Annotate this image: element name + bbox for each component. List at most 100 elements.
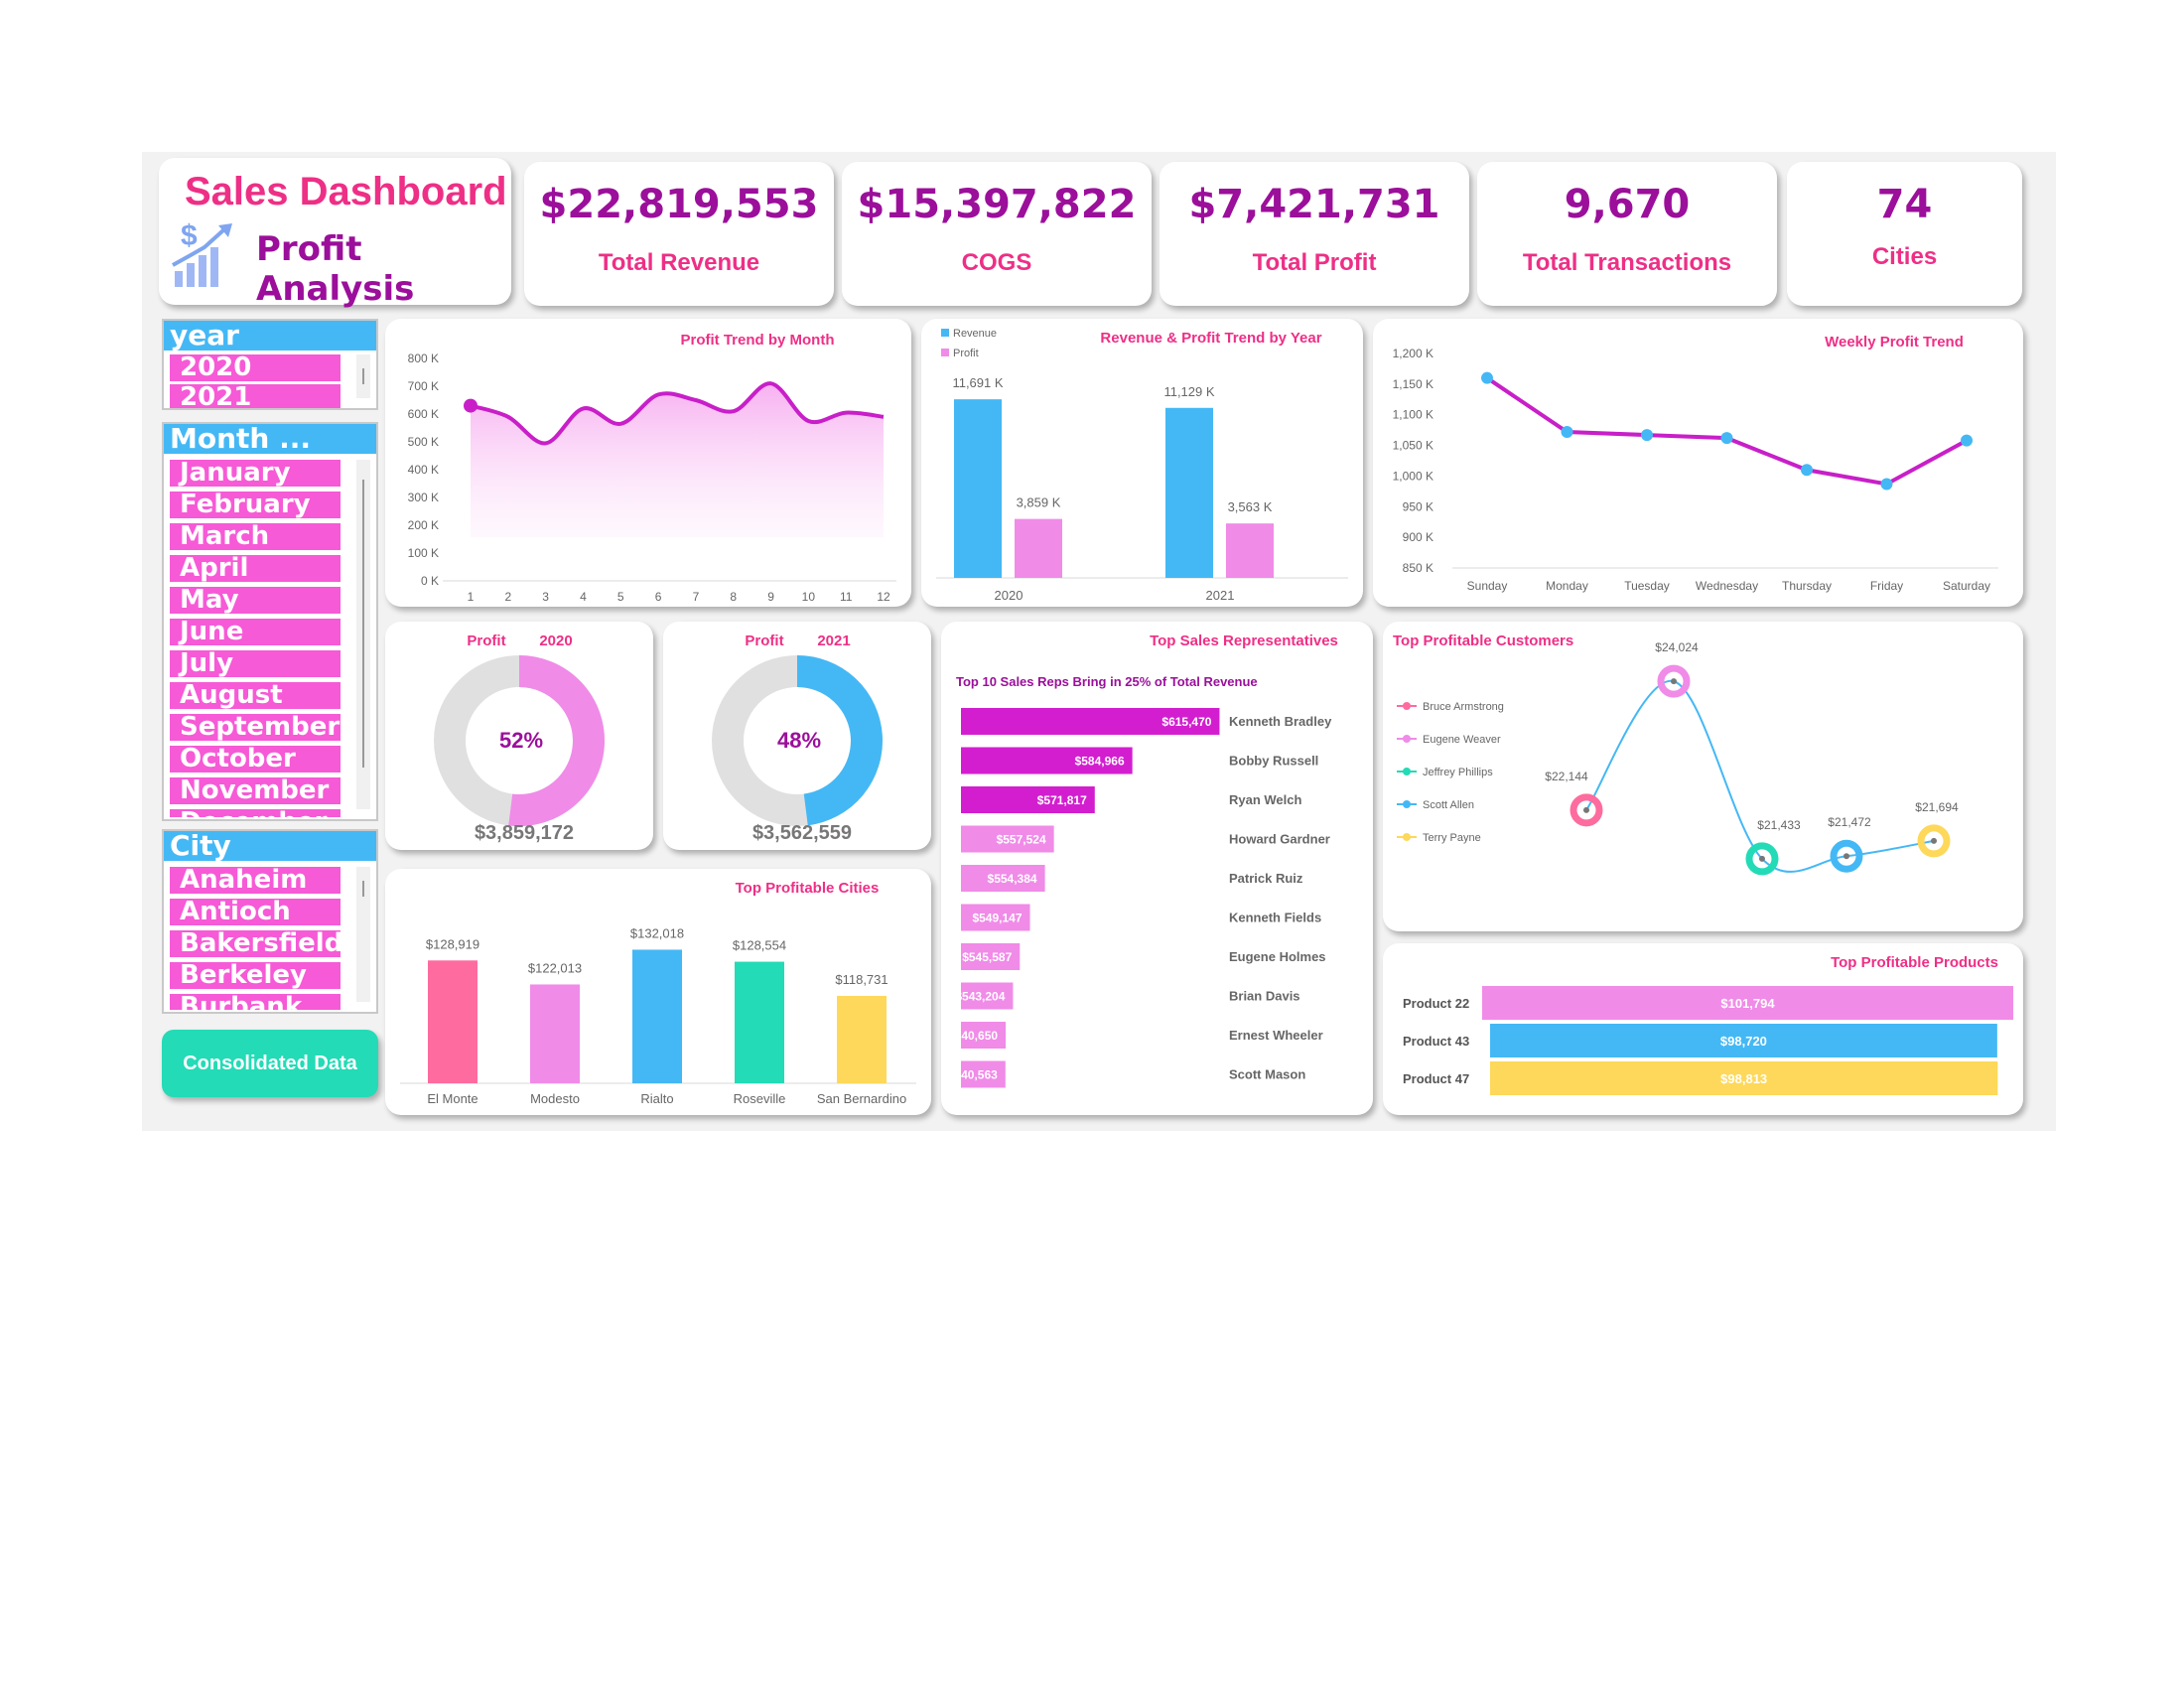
rev-profit-year-card: Revenue & Profit Trend by Year Revenue Pro… (921, 319, 1363, 607)
bar-data-label: $128,919 (426, 936, 479, 951)
slicer-item-anaheim[interactable]: Anaheim (170, 867, 341, 894)
bar-data-label: $543,204 (955, 990, 1005, 1004)
rep-name-label: Ernest Wheeler (1229, 1028, 1323, 1043)
bar (961, 825, 1054, 853)
bar-data-label: $549,147 (972, 912, 1022, 925)
bar (1490, 1061, 1998, 1095)
bar-data-label: $557,524 (997, 833, 1046, 847)
rep-name-label: Kenneth Bradley (1229, 714, 1332, 729)
consolidated-data-button[interactable]: Consolidated Data (162, 1030, 378, 1097)
x-tick-label: 4 (580, 590, 587, 604)
rep-name-label: Brian Davis (1229, 989, 1300, 1004)
bar-data-label: $545,587 (962, 950, 1012, 964)
kpi-total-transactions: 9,670 Total Transactions (1477, 162, 1777, 306)
legend-marker (1403, 768, 1411, 775)
slicer-item-august[interactable]: August (170, 682, 341, 709)
x-tick-label: 2021 (1206, 588, 1235, 603)
top-products-chart: Top Profitable Products $101,794 Product 2… (1403, 954, 2013, 1095)
profit-trend-month-card: Profit Trend by Month 0 K 100 K 200 K 300 K 4… (385, 319, 911, 607)
legend-label: Scott Allen (1423, 799, 1474, 811)
slicer-item-september[interactable]: September (170, 714, 341, 741)
y-tick-label: 500 K (408, 435, 439, 449)
bar (961, 708, 1220, 735)
kpi-value: 74 (1876, 182, 1933, 227)
data-point-dot (1583, 806, 1589, 813)
bar-data-label: $128,554 (733, 938, 786, 953)
slicer-scrollbar[interactable] (356, 460, 370, 809)
kpi-cities: 74 Cities (1787, 162, 2022, 306)
bar-profit (1015, 518, 1062, 578)
rev-profit-year-chart: Revenue & Profit Trend by Year Revenue Pro… (936, 328, 1348, 603)
bar-data-label: $615,470 (1161, 715, 1211, 729)
y-tick-label: 800 K (408, 352, 439, 365)
svg-text:$: $ (181, 219, 198, 252)
legend-swatch-revenue (941, 329, 949, 337)
data-point-ring (1830, 839, 1863, 873)
donut-center-label: 48% (777, 728, 821, 753)
year-slicer[interactable]: year 2020 2021 (162, 319, 378, 410)
top-customers-card: Top Profitable Customers Bruce Armstrong E… (1383, 622, 2023, 931)
bar-data-label: $98,813 (1720, 1071, 1767, 1086)
data-point (1561, 425, 1573, 438)
profit-2021-card: Profit 2021 48% $3,562,559 (663, 622, 931, 850)
x-tick-label: Sunday (1467, 579, 1508, 593)
slicer-item-2021[interactable]: 2021 (170, 384, 341, 408)
slicer-item-july[interactable]: July (170, 650, 341, 677)
kpi-label: Total Transactions (1522, 249, 1732, 276)
data-point (1481, 371, 1493, 384)
month-slicer[interactable]: Month ... January February March April M… (162, 422, 378, 821)
data-point-dot (1759, 855, 1765, 862)
dashboard: Sales Dashboard $ Profit Analysis $22,81… (142, 152, 2056, 1131)
title-card: Sales Dashboard $ Profit Analysis (159, 158, 511, 309)
slicer-item-december[interactable]: December (170, 809, 341, 817)
chart-title: Top Profitable Cities (736, 880, 880, 897)
slicer-item-june[interactable]: June (170, 619, 341, 645)
top-reps-card: Top Sales Representatives Top 10 Sales Re… (941, 622, 1373, 1115)
chart-subtitle: Top 10 Sales Reps Bring in 25% of Total … (956, 674, 1258, 689)
slicer-item-april[interactable]: April (170, 555, 341, 582)
top-cities-chart: Top Profitable Cities $128,919 El Monte $12… (400, 880, 916, 1106)
kpi-value: $7,421,731 (1188, 182, 1440, 227)
bar-data-label: $122,013 (528, 960, 582, 975)
slicer-item-antioch[interactable]: Antioch (170, 899, 341, 925)
slicer-item-march[interactable]: March (170, 523, 341, 550)
bar-data-label: $101,794 (1720, 996, 1775, 1011)
kpi-total-revenue: $22,819,553 Total Revenue (524, 162, 834, 306)
chart-growth-dollar-icon: $ (172, 219, 232, 287)
y-tick-label: 850 K (1403, 561, 1433, 575)
bar-data-label: 3,859 K (1017, 495, 1061, 510)
legend-label: Bruce Armstrong (1423, 701, 1504, 713)
slicer-scrollbar[interactable] (356, 867, 370, 1002)
kpi-total-profit: $7,421,731 Total Profit (1160, 162, 1469, 306)
legend-swatch-profit (941, 349, 949, 356)
slicer-item-burbank[interactable]: Burbank (170, 994, 341, 1010)
x-tick-label: Tuesday (1624, 579, 1670, 593)
slicer-item-november[interactable]: November (170, 777, 341, 804)
rep-name-label: Ryan Welch (1229, 792, 1302, 807)
donut-slice (508, 655, 605, 826)
slicer-item-bakersfield[interactable]: Bakersfield (170, 930, 341, 957)
x-tick-label: Monday (1546, 579, 1588, 593)
legend-marker (1403, 833, 1411, 841)
y-tick-label: 1,150 K (1393, 377, 1433, 391)
slicer-item-october[interactable]: October (170, 746, 341, 773)
city-slicer[interactable]: City Anaheim Antioch Bakersfield Berkele… (162, 829, 378, 1014)
slicer-item-january[interactable]: January (170, 460, 341, 487)
x-tick-label: Modesto (530, 1091, 580, 1106)
kpi-label: Cities (1871, 243, 1938, 270)
x-tick-label: 10 (802, 590, 816, 604)
legend-label: Jeffrey Phillips (1423, 767, 1493, 778)
slicer-scrollbar[interactable] (356, 354, 370, 398)
legend-label: Profit (953, 348, 979, 359)
kpi-label: Total Profit (1252, 249, 1377, 276)
kpi-value: 9,670 (1564, 182, 1691, 227)
slicer-title: City (164, 831, 376, 861)
donut-total: $3,859,172 (475, 822, 574, 844)
data-point-ring (1917, 824, 1951, 858)
chart-title: Revenue & Profit Trend by Year (1100, 330, 1321, 347)
slicer-item-berkeley[interactable]: Berkeley (170, 962, 341, 989)
slicer-item-february[interactable]: February (170, 492, 341, 518)
slicer-item-may[interactable]: May (170, 587, 341, 614)
x-tick-label: 1 (468, 590, 475, 604)
slicer-item-2020[interactable]: 2020 (170, 354, 341, 381)
